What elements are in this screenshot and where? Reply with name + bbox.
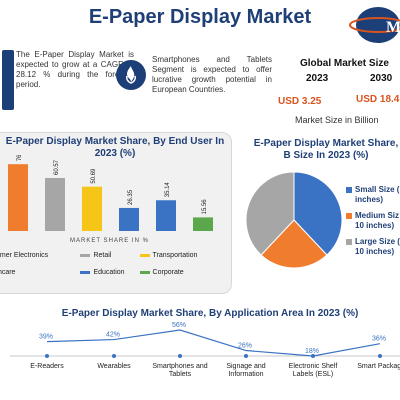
- line-value-label-6: 36%: [372, 336, 386, 343]
- legend-label: Retail: [93, 252, 112, 259]
- bar-5: [156, 200, 176, 231]
- bar-chart-xlabel: MARKET SHARE IN %: [70, 238, 149, 244]
- line-chart-title: E-Paper Display Market Share, By Applica…: [61, 308, 359, 319]
- bar-value-label-1: 76.36: [17, 155, 23, 161]
- bar-chart-title: E-Paper Display Market Share, By End Use…: [5, 136, 225, 159]
- bar-2: [45, 178, 65, 231]
- axis-point-4: [244, 354, 248, 358]
- legend-swatch: [139, 271, 150, 274]
- pie-legend-item-2: Medium Siz 10 inches): [346, 211, 400, 231]
- line-category-label-1: E-Readers: [30, 363, 64, 370]
- bar-legend-item-3: Transportation: [139, 252, 224, 259]
- company-logo: M: [349, 7, 400, 43]
- bar-legend-item-6: Corporate: [139, 269, 224, 276]
- legend-swatch: [346, 213, 352, 219]
- bar-3: [82, 186, 102, 231]
- line-category-label-2: Wearables: [97, 363, 131, 370]
- line-series: [46, 329, 381, 357]
- year-2030: 2030: [370, 73, 393, 84]
- axis-point-1: [45, 354, 49, 358]
- bar-chart-legend: umer Electronics Retail Transportation thca…: [0, 252, 224, 276]
- line-value-label-5: 18%: [305, 348, 319, 355]
- pie-chart-legend: Small Size ( inches) Medium Siz 10 inches…: [346, 185, 400, 263]
- legend-swatch: [346, 239, 352, 245]
- legend-label: Transportation: [152, 252, 198, 259]
- axis-point-2: [112, 354, 116, 358]
- legend-label: Large Size ( 10 inches): [355, 237, 400, 256]
- bar-value-label-6: 15.56: [202, 199, 208, 215]
- bar-legend-item-2: Retail: [80, 252, 139, 259]
- market-size-caption: Market Size in Billion: [295, 115, 379, 125]
- line-category-label-5: Electronic Shelf Labels (ESL): [289, 363, 338, 378]
- pie-slice-2: [260, 219, 328, 269]
- cagr-text: The E-Paper Display Market is expected t…: [16, 50, 134, 89]
- pie-legend-item-1: Small Size ( inches): [346, 185, 400, 205]
- page-title: E-Paper Display Market: [88, 6, 312, 28]
- pie-slice-1: [293, 171, 343, 256]
- legend-label: umer Electronics: [0, 252, 49, 259]
- pie-legend-item-3: Large Size ( 10 inches): [346, 237, 400, 257]
- legend-label: Medium Siz 10 inches): [355, 211, 400, 230]
- bar-legend-item-4: thcare: [0, 269, 80, 276]
- bar-value-label-4: 26.35: [128, 189, 134, 205]
- pie-chart: [245, 171, 343, 269]
- line-value-label-2: 42%: [106, 332, 120, 339]
- value-2030: USD 18.4: [356, 94, 400, 105]
- pie-chart-title: E-Paper Display Market Share, B Size In …: [253, 138, 399, 161]
- bar-value-label-2: 60.57: [54, 159, 60, 175]
- legend-swatch: [80, 254, 91, 257]
- line-chart: 39% 42% 56% 26% 18% 36% E-Readers Wearables Smar…: [10, 322, 400, 378]
- bar-chart-panel: [0, 132, 232, 294]
- legend-swatch: [346, 187, 352, 193]
- svg-text:M: M: [386, 19, 400, 36]
- line-value-label-3: 56%: [172, 322, 186, 329]
- market-size-title: Global Market Size: [300, 58, 389, 69]
- line-value-label-1: 39%: [39, 334, 53, 341]
- line-category-label-4: Signage and Information: [226, 363, 265, 378]
- bar-legend-item-1: umer Electronics: [0, 252, 80, 259]
- legend-swatch: [139, 254, 150, 257]
- bar-1: [8, 164, 28, 231]
- line-value-label-4: 26%: [238, 343, 252, 350]
- axis-point-5: [311, 354, 315, 358]
- legend-label: thcare: [0, 269, 16, 276]
- line-category-label-3: Smartphones and Tablets: [152, 363, 207, 378]
- bar-legend-item-5: Education: [80, 269, 139, 276]
- bar-4: [119, 207, 139, 231]
- value-2023: USD 3.25: [278, 96, 322, 107]
- segment-text: Smartphones and Tablets Segment is expec…: [152, 55, 272, 94]
- legend-label: Small Size ( inches): [355, 185, 400, 204]
- axis-point-6: [378, 354, 382, 358]
- bar-value-label-3: 50.69: [91, 168, 97, 184]
- legend-label: Corporate: [152, 269, 184, 276]
- legend-label: Education: [93, 269, 125, 276]
- year-2023: 2023: [306, 73, 329, 84]
- line-category-label-6: Smart Packagi: [357, 363, 400, 370]
- bar-value-label-5: 35.14: [165, 182, 171, 198]
- bar-chart: 76.36 60.57 50.69 26.35 35.14 15.56: [8, 155, 213, 231]
- pie-slice-3: [245, 171, 295, 256]
- accent-bar: [2, 50, 14, 110]
- axis-point-3: [178, 354, 182, 358]
- legend-swatch: [80, 271, 91, 274]
- bar-6: [193, 217, 213, 231]
- globe-icon: [116, 60, 146, 90]
